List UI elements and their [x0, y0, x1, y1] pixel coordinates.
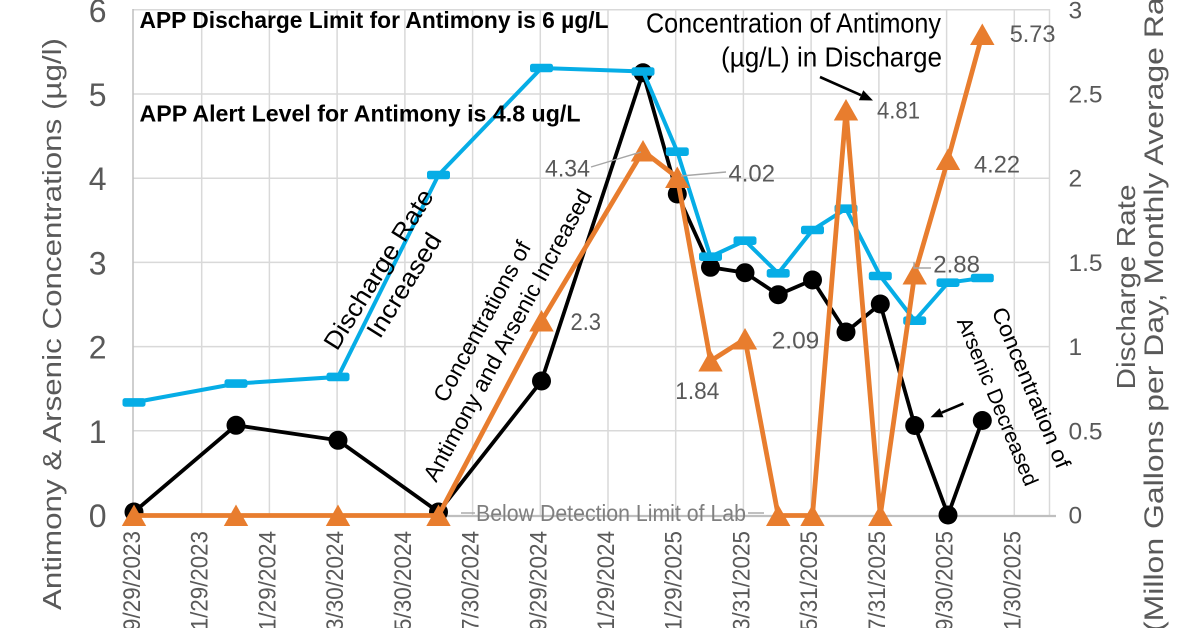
- svg-text:2.3: 2.3: [571, 309, 602, 336]
- svg-text:1: 1: [1069, 334, 1083, 361]
- svg-text:5/30/2024: 5/30/2024: [390, 531, 417, 628]
- svg-text:2: 2: [1069, 166, 1083, 193]
- svg-text:11/29/2023: 11/29/2023: [187, 531, 214, 628]
- svg-text:1.84: 1.84: [675, 378, 719, 405]
- svg-text:(µg/L) in Discharge: (µg/L) in Discharge: [721, 42, 942, 73]
- svg-text:0: 0: [89, 498, 107, 534]
- svg-text:Below Detection Limit of Lab: Below Detection Limit of Lab: [476, 500, 746, 526]
- svg-text:Concentration of Antimony: Concentration of Antimony: [646, 8, 941, 39]
- svg-text:2: 2: [89, 330, 107, 366]
- svg-text:6: 6: [89, 0, 107, 29]
- svg-text:9/29/2024: 9/29/2024: [525, 531, 552, 628]
- svg-text:3: 3: [89, 245, 107, 281]
- svg-text:5: 5: [89, 77, 107, 113]
- svg-text:4: 4: [89, 161, 107, 197]
- svg-text:1.5: 1.5: [1069, 250, 1103, 277]
- svg-text:1/29/2025: 1/29/2025: [661, 531, 688, 628]
- svg-text:3: 3: [1069, 0, 1083, 24]
- svg-text:1: 1: [89, 414, 107, 450]
- svg-text:0: 0: [1069, 503, 1083, 530]
- svg-text:4.02: 4.02: [729, 161, 776, 188]
- svg-text:11/30/2025: 11/30/2025: [999, 531, 1026, 628]
- svg-text:9/30/2025: 9/30/2025: [932, 531, 959, 628]
- svg-text:7/31/2025: 7/31/2025: [864, 531, 891, 628]
- svg-text:5/31/2025: 5/31/2025: [796, 531, 823, 628]
- svg-text:Discharge Rate: Discharge Rate: [1111, 185, 1141, 390]
- svg-text:2.88: 2.88: [933, 252, 980, 279]
- svg-text:4.81: 4.81: [877, 97, 920, 124]
- svg-text:(Millon Gallons per Day, Month: (Millon Gallons per Day, Monthly Average…: [1139, 0, 1169, 628]
- svg-text:0.5: 0.5: [1069, 418, 1103, 445]
- svg-text:1/29/2024: 1/29/2024: [254, 531, 281, 628]
- svg-text:11/29/2024: 11/29/2024: [593, 531, 620, 628]
- svg-text:4.34: 4.34: [545, 155, 590, 182]
- svg-text:3/31/2025: 3/31/2025: [728, 531, 755, 628]
- svg-text:3/30/2024: 3/30/2024: [322, 531, 349, 628]
- svg-text:2.09: 2.09: [772, 327, 820, 354]
- svg-text:APP Discharge Limit for Antimo: APP Discharge Limit for Antimony is 6 µg…: [140, 7, 609, 33]
- svg-text:5.73: 5.73: [1010, 21, 1056, 48]
- svg-text:9/29/2023: 9/29/2023: [119, 531, 146, 628]
- svg-text:4.22: 4.22: [974, 151, 1020, 178]
- svg-text:7/30/2024: 7/30/2024: [458, 531, 485, 628]
- svg-text:APP Alert Level for Antimony i: APP Alert Level for Antimony is 4.8 ug/L: [140, 100, 581, 126]
- svg-text:2.5: 2.5: [1069, 82, 1103, 109]
- svg-text:Antimony & Arsenic Concentrati: Antimony & Arsenic Concentrations (µg/l): [39, 38, 67, 610]
